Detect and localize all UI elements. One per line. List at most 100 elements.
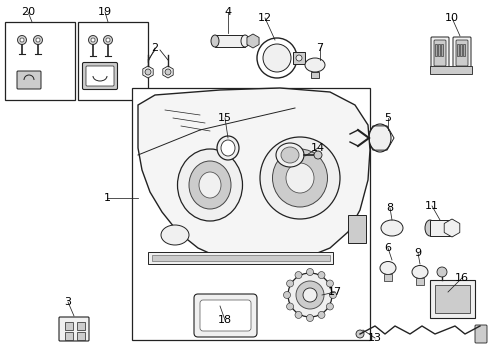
Ellipse shape <box>217 136 239 160</box>
Text: 3: 3 <box>64 297 71 307</box>
Circle shape <box>103 36 112 45</box>
Circle shape <box>286 280 293 287</box>
Ellipse shape <box>161 225 189 245</box>
Bar <box>415 278 423 285</box>
Bar <box>148 252 332 264</box>
Circle shape <box>306 269 313 275</box>
Text: 18: 18 <box>218 315 232 325</box>
Bar <box>429 280 474 318</box>
Polygon shape <box>443 219 459 237</box>
Bar <box>440 44 442 56</box>
Bar <box>459 44 461 56</box>
FancyBboxPatch shape <box>82 63 117 90</box>
Ellipse shape <box>411 266 427 279</box>
FancyBboxPatch shape <box>200 300 250 331</box>
Ellipse shape <box>260 137 339 219</box>
FancyBboxPatch shape <box>194 294 257 337</box>
Text: 16: 16 <box>454 273 468 283</box>
Text: 12: 12 <box>257 13 271 23</box>
Text: 11: 11 <box>424 201 438 211</box>
Text: 15: 15 <box>218 113 231 123</box>
Ellipse shape <box>305 58 325 72</box>
Ellipse shape <box>210 35 219 47</box>
FancyBboxPatch shape <box>474 325 486 343</box>
Circle shape <box>295 281 324 309</box>
Circle shape <box>287 273 331 317</box>
Bar <box>434 285 469 313</box>
Circle shape <box>294 311 302 318</box>
Bar <box>292 52 305 64</box>
Ellipse shape <box>446 220 456 236</box>
Bar <box>429 220 451 236</box>
Ellipse shape <box>424 220 434 236</box>
Text: 13: 13 <box>367 333 381 343</box>
Bar <box>215 35 244 47</box>
Text: 20: 20 <box>21 7 35 17</box>
Circle shape <box>294 271 302 279</box>
Circle shape <box>303 288 316 302</box>
Bar <box>310 72 318 78</box>
FancyBboxPatch shape <box>455 40 467 66</box>
Circle shape <box>317 271 325 279</box>
Circle shape <box>326 303 333 310</box>
Bar <box>65 332 73 340</box>
Ellipse shape <box>281 147 298 163</box>
Circle shape <box>317 311 325 318</box>
Ellipse shape <box>285 163 313 193</box>
Bar <box>429 66 471 74</box>
Bar <box>383 274 391 281</box>
FancyBboxPatch shape <box>17 71 41 89</box>
Ellipse shape <box>189 161 230 209</box>
Text: 5: 5 <box>384 113 391 123</box>
Circle shape <box>306 315 313 321</box>
FancyBboxPatch shape <box>433 40 445 66</box>
Ellipse shape <box>241 35 248 47</box>
Circle shape <box>164 69 171 75</box>
Ellipse shape <box>272 149 327 207</box>
Polygon shape <box>246 34 259 48</box>
Circle shape <box>91 38 95 42</box>
Circle shape <box>145 69 151 75</box>
Ellipse shape <box>177 149 242 221</box>
Bar <box>132 88 369 340</box>
Text: 8: 8 <box>386 203 393 213</box>
FancyBboxPatch shape <box>430 37 448 69</box>
Text: 17: 17 <box>327 287 342 297</box>
Bar <box>78 22 148 100</box>
Circle shape <box>436 267 446 277</box>
Circle shape <box>329 292 336 298</box>
Bar <box>152 255 329 261</box>
Circle shape <box>283 292 290 298</box>
Text: 2: 2 <box>151 43 158 53</box>
Circle shape <box>20 38 24 42</box>
Circle shape <box>263 44 290 72</box>
Text: 19: 19 <box>98 7 112 17</box>
Circle shape <box>355 330 363 338</box>
Bar <box>65 322 73 330</box>
Bar <box>462 44 464 56</box>
Text: 4: 4 <box>224 7 231 17</box>
Circle shape <box>36 38 40 42</box>
Bar <box>77 322 85 330</box>
FancyBboxPatch shape <box>452 37 470 69</box>
Bar <box>5 22 75 100</box>
Text: 14: 14 <box>310 143 325 153</box>
Circle shape <box>106 38 110 42</box>
Ellipse shape <box>221 140 235 156</box>
Polygon shape <box>142 66 153 78</box>
Ellipse shape <box>199 172 221 198</box>
Bar <box>347 215 365 243</box>
Text: 1: 1 <box>103 193 110 203</box>
Bar <box>437 44 439 56</box>
Bar <box>456 44 458 56</box>
Text: 9: 9 <box>414 248 421 258</box>
Circle shape <box>326 280 333 287</box>
FancyBboxPatch shape <box>86 66 114 86</box>
Bar <box>434 44 436 56</box>
Circle shape <box>88 36 97 45</box>
Polygon shape <box>163 66 173 78</box>
Ellipse shape <box>368 124 390 152</box>
Ellipse shape <box>380 220 402 236</box>
Text: 7: 7 <box>316 43 323 53</box>
Circle shape <box>295 55 302 61</box>
